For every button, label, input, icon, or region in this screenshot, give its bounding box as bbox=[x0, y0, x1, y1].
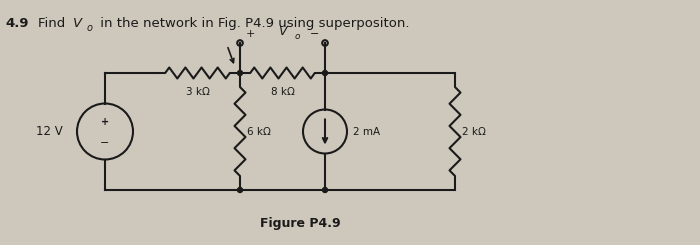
Text: 6 kΩ: 6 kΩ bbox=[247, 126, 271, 136]
Text: Figure P4.9: Figure P4.9 bbox=[260, 217, 340, 230]
Circle shape bbox=[323, 187, 328, 193]
Text: V: V bbox=[73, 17, 82, 30]
Text: −: − bbox=[310, 29, 320, 39]
Text: +: + bbox=[245, 29, 255, 39]
Text: 12 V: 12 V bbox=[36, 125, 63, 138]
Text: o: o bbox=[295, 32, 300, 41]
Text: +: + bbox=[101, 117, 109, 126]
Text: −: − bbox=[100, 137, 110, 147]
Circle shape bbox=[237, 71, 242, 75]
Text: 2 kΩ: 2 kΩ bbox=[462, 126, 486, 136]
Circle shape bbox=[323, 71, 328, 75]
Text: 2 mA: 2 mA bbox=[353, 126, 380, 136]
Circle shape bbox=[237, 187, 242, 193]
Text: o: o bbox=[87, 23, 93, 33]
Text: 8 kΩ: 8 kΩ bbox=[271, 87, 295, 97]
Text: 4.9: 4.9 bbox=[5, 17, 29, 30]
Text: in the network in Fig. P4.9 using superpositon.: in the network in Fig. P4.9 using superp… bbox=[96, 17, 410, 30]
Text: 3 kΩ: 3 kΩ bbox=[186, 87, 209, 97]
Text: V: V bbox=[279, 25, 287, 38]
Text: Find: Find bbox=[38, 17, 69, 30]
